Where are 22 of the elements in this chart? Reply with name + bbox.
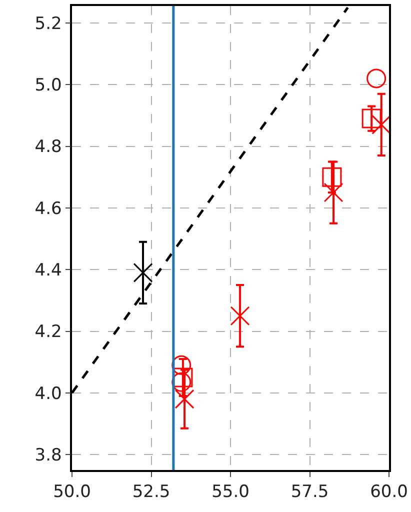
x-tick-label: 55.0 <box>212 482 250 502</box>
y-tick-label: 4.0 <box>34 384 62 404</box>
y-tick-label: 4.6 <box>34 198 62 219</box>
point <box>133 262 153 282</box>
point <box>362 108 382 128</box>
y-tick-label: 5.2 <box>34 14 62 34</box>
x-tick-label: 52.5 <box>132 482 170 502</box>
y-tick-label: 5.0 <box>34 76 62 96</box>
x-tick-label: 50.0 <box>53 482 91 502</box>
point <box>174 389 194 409</box>
y-tick-label: 3.8 <box>34 446 62 466</box>
point <box>322 167 342 187</box>
y-tick-label: 4.2 <box>34 322 62 342</box>
point <box>324 182 344 202</box>
x-tick-label: 57.5 <box>290 482 329 502</box>
x-tick-label: 60.0 <box>370 482 408 502</box>
point <box>172 372 192 392</box>
point <box>172 355 192 375</box>
y-tick-label: 4.8 <box>34 137 62 158</box>
point <box>230 306 250 326</box>
point <box>366 68 386 88</box>
y-tick-label: 4.4 <box>34 260 62 281</box>
